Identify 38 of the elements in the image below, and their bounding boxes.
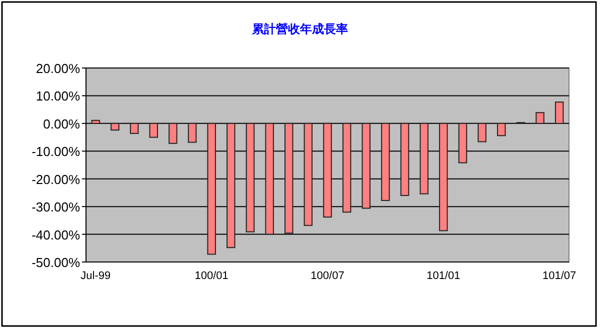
- y-tick-label: 20.00%: [36, 61, 80, 76]
- y-tick-label: -10.00%: [32, 144, 80, 160]
- bar: [91, 120, 100, 124]
- y-tick-label: 10.00%: [36, 88, 80, 104]
- bar: [188, 122, 197, 143]
- bar: [420, 122, 428, 194]
- bar: [536, 112, 544, 124]
- bar: [304, 122, 313, 226]
- bar: [284, 122, 294, 234]
- y-tick-label: 0.00%: [43, 116, 80, 132]
- bar: [207, 122, 216, 255]
- chart-title: 累計營收年成長率: [251, 22, 348, 36]
- bar: [478, 122, 486, 142]
- x-tick-label: 100/07: [310, 270, 344, 282]
- y-tick-label: -50.00%: [32, 255, 80, 270]
- bar: [439, 122, 448, 232]
- bar: [246, 122, 255, 232]
- bar: [458, 122, 468, 164]
- x-tick-label: 101/01: [426, 270, 460, 282]
- bar: [168, 122, 178, 144]
- bar: [400, 122, 410, 196]
- bar: [110, 122, 120, 131]
- x-tick-label: 100/01: [194, 270, 228, 282]
- y-tick-label: -30.00%: [32, 200, 80, 215]
- bar: [362, 122, 371, 209]
- x-tick-label: Jul-99: [80, 270, 111, 282]
- bar: [130, 122, 139, 134]
- bar: [554, 102, 564, 124]
- bar: [226, 122, 236, 248]
- bar: [381, 122, 390, 201]
- bar: [323, 122, 332, 218]
- bar: [497, 122, 506, 136]
- bar: [342, 122, 352, 213]
- y-tick-label: -40.00%: [32, 227, 80, 242]
- y-tick-label: -20.00%: [32, 172, 80, 187]
- bar: [265, 122, 274, 235]
- x-tick-label: 101/07: [542, 270, 576, 282]
- bar: [149, 122, 158, 138]
